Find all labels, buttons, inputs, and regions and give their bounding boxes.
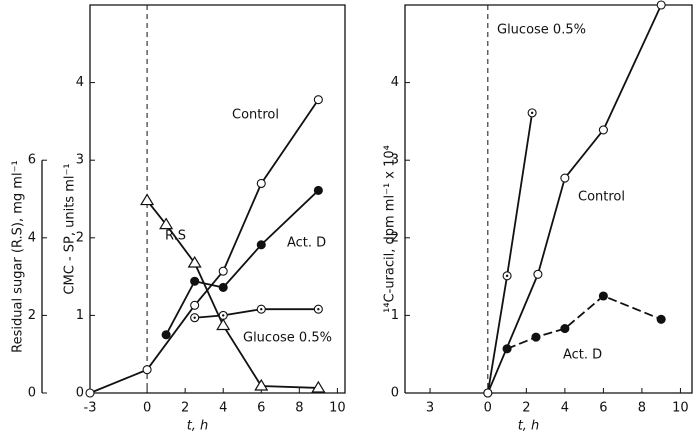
x-tick-label: 2 bbox=[522, 401, 530, 416]
series-label: Control bbox=[578, 190, 625, 205]
y-axis-label: ¹⁴C-uracil, dpm ml⁻¹ x 10⁴ bbox=[383, 145, 398, 313]
point bbox=[218, 282, 228, 293]
point bbox=[254, 378, 269, 391]
x-tick-label: 3 bbox=[426, 401, 434, 416]
series-label: Glucose 0.5% bbox=[243, 331, 332, 346]
y2-tick-label: 6 bbox=[28, 153, 36, 168]
x-tick-label: 0 bbox=[484, 401, 492, 416]
point bbox=[140, 193, 155, 206]
point bbox=[560, 173, 570, 183]
point bbox=[531, 332, 541, 342]
x-tick-label: 8 bbox=[638, 401, 646, 416]
x-tick-label: 2 bbox=[181, 401, 189, 416]
point bbox=[560, 324, 570, 334]
series-label: Control bbox=[232, 108, 279, 123]
series-line bbox=[146, 199, 319, 389]
y2-axis-label: Residual sugar (R.S), mg ml⁻¹ bbox=[11, 160, 26, 353]
point bbox=[216, 318, 231, 331]
y-tick-label: 4 bbox=[391, 75, 399, 90]
series-line bbox=[89, 99, 320, 394]
x-tick-label: 6 bbox=[257, 401, 265, 416]
y-tick-label: 0 bbox=[391, 386, 399, 401]
point bbox=[313, 185, 323, 196]
point bbox=[218, 266, 228, 276]
x-tick-label: 4 bbox=[561, 401, 569, 416]
y-tick-label: 3 bbox=[76, 153, 84, 168]
x-tick-label: 6 bbox=[599, 401, 607, 416]
point bbox=[502, 344, 512, 354]
point bbox=[311, 380, 326, 393]
x-axis-label: t, h bbox=[187, 419, 209, 434]
point-dot bbox=[505, 274, 509, 278]
y2-tick-label: 2 bbox=[28, 308, 36, 323]
series-label: Act. D bbox=[287, 236, 326, 251]
y-tick-label: 2 bbox=[391, 230, 399, 245]
point bbox=[187, 255, 202, 268]
point bbox=[190, 276, 200, 286]
series-label: R.S bbox=[165, 229, 186, 244]
y-tick-label: 0 bbox=[76, 386, 84, 401]
series-line bbox=[506, 294, 662, 350]
point bbox=[85, 388, 95, 398]
x-tick-label: 10 bbox=[329, 401, 346, 416]
series-label: Glucose 0.5% bbox=[497, 23, 586, 38]
x-axis-label: t, h bbox=[518, 419, 540, 434]
y2-tick-label: 0 bbox=[28, 386, 36, 401]
y-axis-label: CMC - SP, units ml⁻¹ bbox=[63, 163, 78, 294]
point bbox=[598, 291, 608, 301]
y-tick-label: 1 bbox=[76, 308, 84, 323]
point-dot bbox=[222, 314, 225, 317]
point bbox=[142, 365, 152, 375]
point bbox=[313, 95, 323, 105]
series-line bbox=[194, 308, 319, 319]
y-tick-label: 4 bbox=[76, 75, 84, 90]
point bbox=[161, 330, 171, 340]
x-tick-label: 4 bbox=[219, 401, 227, 416]
point bbox=[159, 217, 174, 230]
point bbox=[656, 0, 666, 10]
x-tick-label: -3 bbox=[84, 401, 97, 416]
y-tick-label: 2 bbox=[76, 230, 84, 245]
point bbox=[483, 388, 493, 398]
point bbox=[256, 240, 266, 250]
point bbox=[533, 269, 543, 279]
point-dot bbox=[530, 111, 534, 115]
plot-frame bbox=[404, 4, 693, 394]
x-tick-label: 10 bbox=[672, 401, 689, 416]
plot-frame bbox=[89, 4, 346, 394]
point-dot bbox=[260, 307, 263, 311]
point bbox=[598, 125, 608, 135]
x-tick-label: 8 bbox=[295, 401, 303, 416]
x-tick-label: 0 bbox=[143, 401, 151, 416]
series-line bbox=[486, 4, 662, 394]
point bbox=[656, 314, 666, 324]
point bbox=[256, 178, 266, 189]
y2-tick-label: 4 bbox=[28, 230, 36, 245]
y-tick-label: 3 bbox=[391, 153, 399, 168]
point bbox=[190, 300, 200, 310]
point-dot bbox=[317, 307, 320, 311]
series-label: Act. D bbox=[563, 348, 602, 363]
y-tick-label: 1 bbox=[391, 308, 399, 323]
point-dot bbox=[193, 316, 196, 319]
